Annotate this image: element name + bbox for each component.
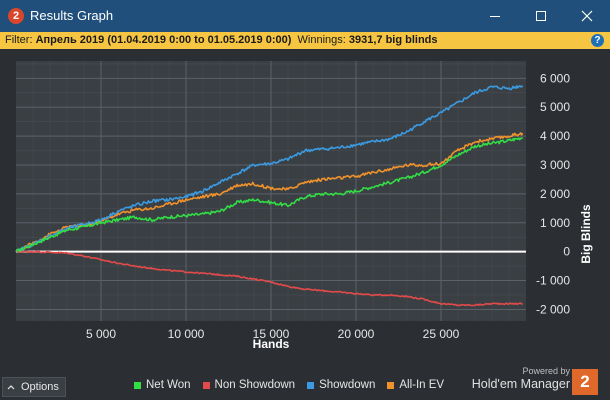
filter-label: Filter:: [5, 34, 36, 46]
legend-swatch-non-showdown: [202, 381, 210, 389]
close-button[interactable]: [564, 0, 610, 32]
winnings-label: Winnings:: [291, 34, 349, 46]
question-icon[interactable]: ?: [591, 34, 604, 47]
x-tick-label: 20 000: [338, 327, 375, 341]
winnings-value: 3931,7 big blinds: [348, 34, 438, 46]
x-tick-label: 25 000: [423, 327, 460, 341]
minimize-icon: [490, 16, 500, 17]
brand-logo-icon: 2: [572, 369, 598, 395]
y-tick-label: 5 000: [540, 100, 570, 114]
maximize-button[interactable]: [518, 0, 564, 32]
chart-legend: Net Won Non Showdown Showdown All-In EV: [134, 379, 444, 391]
legend-label-all-in-ev: All-In EV: [399, 379, 445, 391]
y-axis-label: Big Blinds: [579, 204, 593, 264]
legend-item-net-won[interactable]: Net Won: [134, 379, 191, 391]
chart-grid: [16, 61, 526, 321]
brand-name: Hold'em Manager: [471, 377, 570, 391]
app-logo-icon: 2: [8, 8, 24, 24]
options-label: Options: [21, 381, 59, 393]
options-button[interactable]: Options: [2, 377, 66, 397]
legend-swatch-showdown: [307, 381, 315, 389]
results-chart: 5 000 10 000 15 000 20 000 25 000 6 000 5 000…: [15, 61, 593, 351]
x-axis-label: Hands: [253, 337, 290, 351]
y-axis-ticks: 6 000 5 000 4 000 3 000 2 000 1 000 0 -1 000 -2 …: [536, 71, 570, 316]
series-line-non-showdown: [15, 250, 523, 307]
series-line-net-won: [15, 136, 524, 253]
y-tick-label: 6 000: [540, 71, 570, 85]
brand-block: Powered by Hold'em Manager: [472, 366, 570, 391]
filter-summary: Filter: Апрель 2019 (01.04.2019 0:00 to …: [5, 32, 438, 49]
x-tick-label: 10 000: [168, 327, 205, 341]
minimize-button[interactable]: [472, 0, 518, 32]
title-bar: 2 Results Graph: [0, 0, 610, 32]
legend-item-non-showdown[interactable]: Non Showdown: [202, 379, 296, 391]
y-tick-label: 4 000: [540, 129, 570, 143]
y-tick-label: 1 000: [540, 216, 570, 230]
series-line-showdown: [15, 84, 524, 253]
window-title: Results Graph: [30, 8, 114, 23]
close-icon: [581, 10, 593, 22]
y-tick-label: 2 000: [540, 187, 570, 201]
x-tick-label: 15 000: [253, 327, 290, 341]
chart-series: [15, 84, 524, 307]
maximize-icon: [536, 11, 546, 21]
filter-value: Апрель 2019 (01.04.2019 0:00 to 01.05.20…: [35, 34, 292, 46]
y-tick-label: -1 000: [536, 274, 570, 288]
legend-label-non-showdown: Non Showdown: [214, 379, 296, 391]
legend-item-all-in-ev[interactable]: All-In EV: [387, 379, 444, 391]
x-axis-ticks: 5 000 10 000 15 000 20 000 25 000: [86, 327, 460, 341]
legend-swatch-all-in-ev: [387, 381, 395, 389]
filter-bar: Filter: Апрель 2019 (01.04.2019 0:00 to …: [0, 32, 610, 49]
y-tick-label: -2 000: [536, 302, 570, 316]
x-tick-label: 5 000: [86, 327, 116, 341]
y-tick-label: 3 000: [540, 158, 570, 172]
y-tick-label: 0: [563, 245, 570, 259]
powered-by-text: Powered by: [522, 366, 570, 376]
legend-swatch-net-won: [134, 381, 141, 389]
legend-label-showdown: Showdown: [319, 379, 376, 391]
legend-label-net-won: Net Won: [146, 379, 191, 391]
chevron-up-icon: [7, 385, 15, 390]
legend-item-showdown[interactable]: Showdown: [307, 379, 375, 391]
